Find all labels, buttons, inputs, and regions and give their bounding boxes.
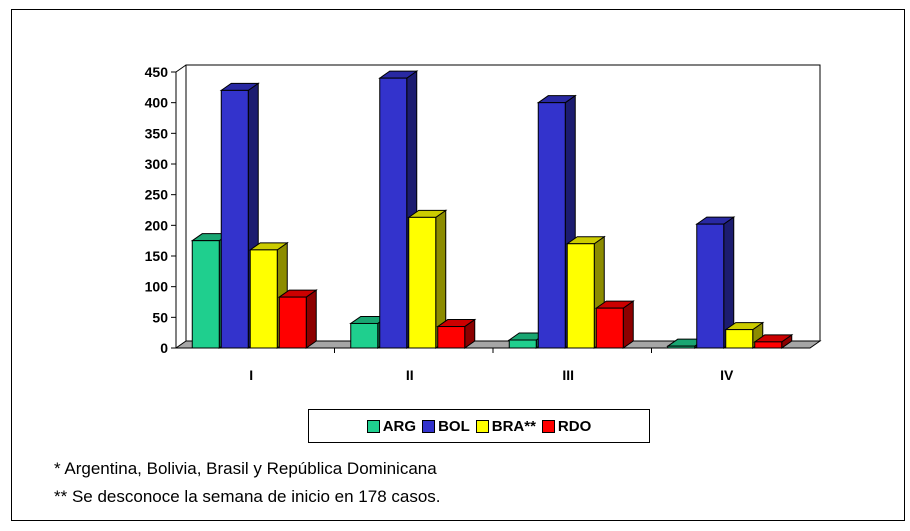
legend-swatch-rdo <box>541 419 555 433</box>
bar-rdo-side <box>622 300 634 349</box>
y-tick-label: 100 <box>145 279 169 295</box>
footnote-unknown-week: ** Se desconoce la semana de inicio en 1… <box>54 487 441 506</box>
legend-label-rdo: RDO <box>557 417 592 435</box>
legend-item-bol: BOL <box>422 418 470 435</box>
bar-rdo <box>595 307 624 349</box>
y-tick-label: 200 <box>145 217 169 233</box>
bar-bra <box>408 216 437 349</box>
footnote-countries: * Argentina, Bolivia, Brasil y República… <box>54 459 437 478</box>
bar-bol <box>220 89 249 349</box>
bar-arg <box>667 345 696 349</box>
legend-item-arg: ARG <box>366 417 417 435</box>
bar-bra <box>725 329 754 349</box>
bar-rdo <box>278 296 307 349</box>
bar-rdo <box>754 341 783 349</box>
bar-arg <box>350 322 379 349</box>
x-tick-label: III <box>562 367 574 383</box>
bar-arg <box>508 339 537 349</box>
y-tick-label: 150 <box>145 248 169 264</box>
y-tick-label: 450 <box>145 64 169 80</box>
x-tick-label: II <box>406 367 414 383</box>
bar-bol <box>696 223 725 349</box>
y-tick-label: 400 <box>145 95 169 111</box>
x-tick-label: I <box>249 367 253 383</box>
y-tick-label: 350 <box>145 125 169 141</box>
bar-bol <box>379 77 408 349</box>
x-tick-label: IV <box>720 367 734 383</box>
axis-depth-line <box>175 64 187 73</box>
y-tick-label: 0 <box>160 340 168 356</box>
bar-bra <box>249 249 278 349</box>
bar-rdo-side <box>305 289 317 349</box>
chart-legend: ARG BOL BRA** RDO <box>308 409 650 443</box>
bar-arg <box>191 240 220 349</box>
bar-rdo <box>437 326 466 349</box>
legend-swatch-arg <box>366 419 380 433</box>
legend-item-bra: BRA** <box>475 417 536 435</box>
bar-bol <box>537 102 566 349</box>
legend-label-bra: BRA** <box>491 417 536 435</box>
y-tick-label: 300 <box>145 156 169 172</box>
legend-swatch-bol <box>422 419 436 433</box>
legend-item-rdo: RDO <box>541 417 592 435</box>
legend-label-bol: BOL <box>438 417 470 435</box>
bar-bra <box>566 243 595 349</box>
y-tick-label: 250 <box>145 187 169 203</box>
y-tick-label: 50 <box>152 309 168 325</box>
legend-swatch-bra <box>475 419 489 433</box>
legend-label-arg: ARG <box>382 417 417 435</box>
